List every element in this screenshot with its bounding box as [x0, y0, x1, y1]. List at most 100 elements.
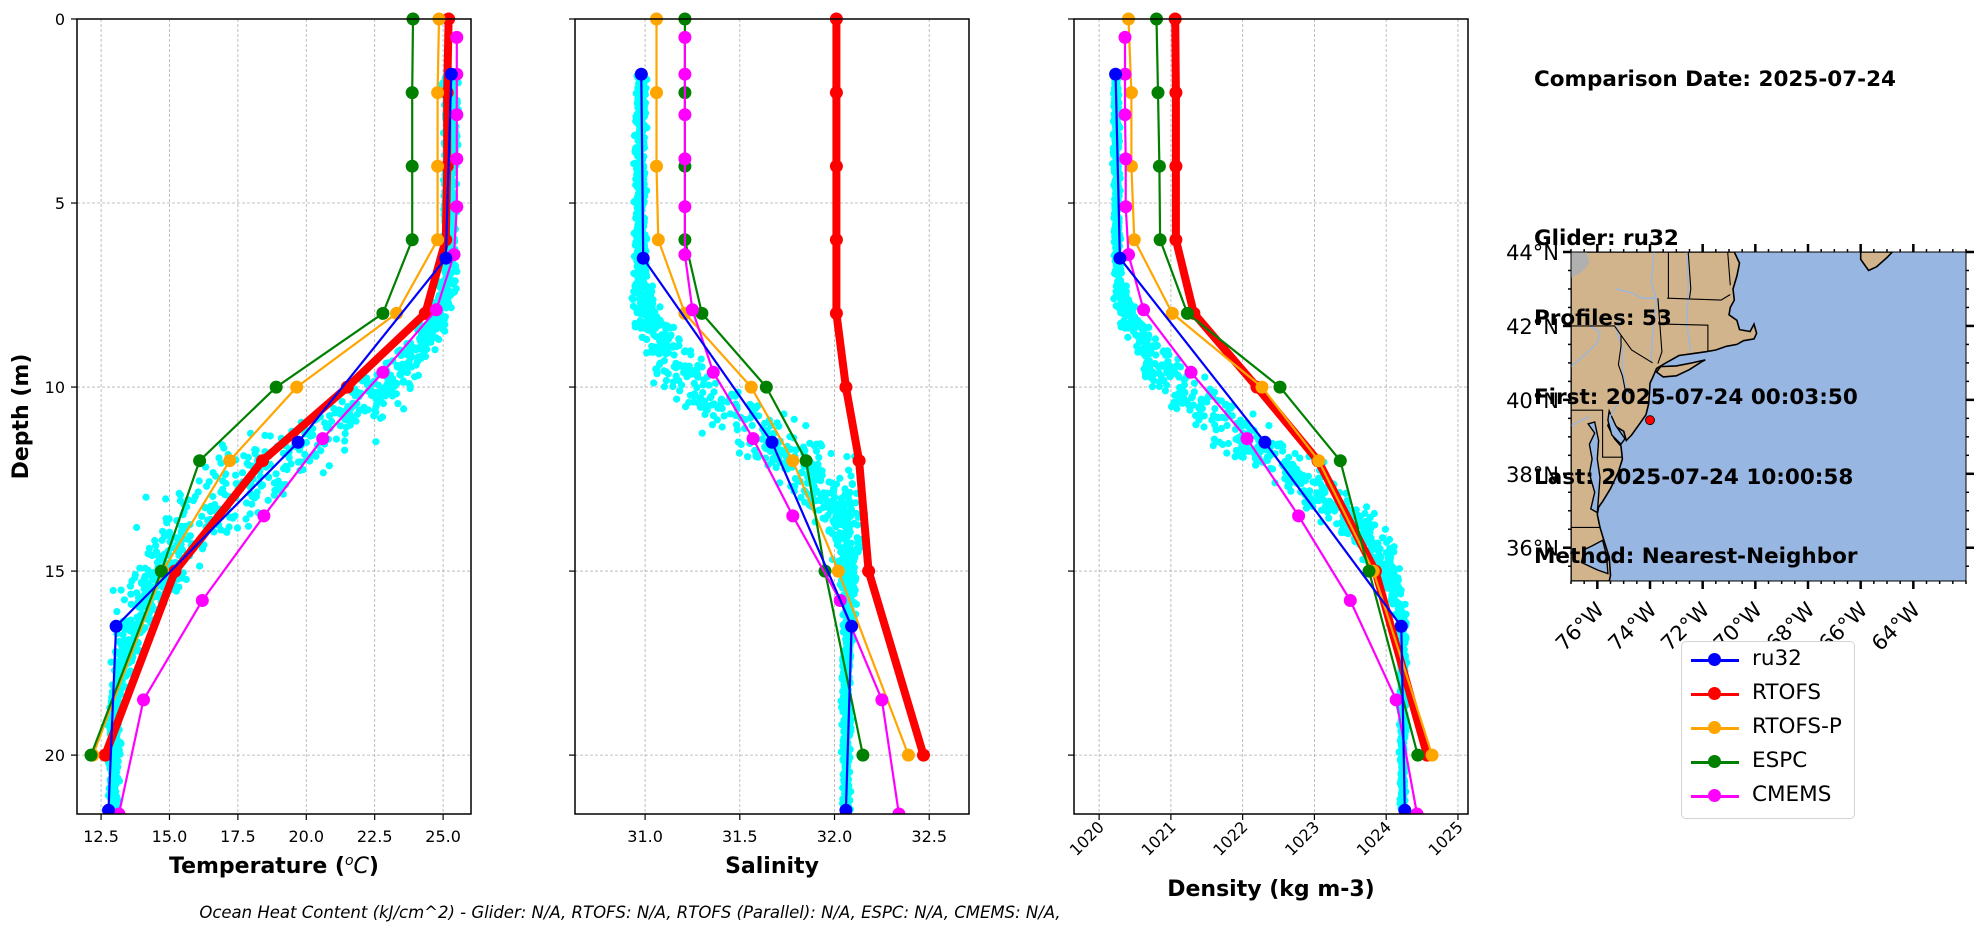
- glider-point: [120, 596, 128, 604]
- plot-area: [1109, 12, 1439, 814]
- glider-point: [136, 564, 144, 572]
- glider-point: [660, 383, 669, 391]
- glider-point: [162, 495, 170, 503]
- salinity-panel: 31.0 31.5 32.0 32.5 Salinity: [569, 12, 970, 879]
- glider-point: [272, 470, 280, 478]
- glider-point: [634, 270, 642, 278]
- glider-point: [676, 387, 684, 395]
- glider-point: [670, 323, 678, 331]
- glider-point: [847, 520, 855, 529]
- data-point: [256, 454, 269, 468]
- glider-point: [1133, 342, 1141, 350]
- glider-point: [1142, 360, 1150, 368]
- data-point: [431, 159, 445, 173]
- data-point: [678, 152, 692, 166]
- data-point: [1398, 803, 1412, 814]
- river: [1650, 252, 1658, 363]
- glider-point: [1200, 412, 1208, 420]
- x-tick-label: 31.5: [722, 827, 758, 846]
- glider-point: [270, 491, 278, 499]
- legend-label: ru32: [1752, 646, 1802, 671]
- glider-point: [1122, 295, 1130, 303]
- glider-point: [341, 430, 349, 438]
- glider-point: [648, 342, 656, 350]
- data-point: [1119, 200, 1133, 214]
- data-point: [1169, 159, 1183, 173]
- glider-point: [718, 423, 726, 431]
- glider-point: [1263, 456, 1271, 465]
- glider-point: [660, 367, 668, 375]
- legend: ru32 RTOFS RTOFS-P ESPC CMEMS: [1681, 641, 1855, 819]
- glider-point: [330, 404, 338, 413]
- data-point: [1118, 30, 1132, 44]
- data-point: [829, 159, 843, 173]
- glider-point: [217, 526, 225, 534]
- glider-point: [408, 363, 416, 371]
- glider-point: [443, 287, 451, 295]
- data-point: [1127, 233, 1141, 247]
- glider-point: [1293, 465, 1301, 473]
- x-tick-label: 17.5: [220, 827, 256, 846]
- glider-point: [383, 380, 391, 388]
- glider-point: [1249, 410, 1257, 418]
- lat-tick-label: 42°N: [1506, 315, 1559, 339]
- glider-point: [1119, 290, 1127, 298]
- glider-point: [411, 373, 419, 381]
- glider-point: [159, 527, 167, 535]
- glider-point: [825, 527, 833, 535]
- data-point: [829, 233, 843, 247]
- data-point: [376, 365, 390, 379]
- glider-point: [1397, 606, 1405, 614]
- glider-point: [182, 575, 190, 584]
- state-border: [1657, 298, 1663, 364]
- glider-point: [1166, 362, 1174, 370]
- river: [1571, 415, 1590, 427]
- glider-point: [799, 443, 808, 451]
- glider-point: [119, 631, 127, 639]
- glider-point: [838, 534, 846, 542]
- glider-point: [416, 353, 424, 361]
- glider-point: [257, 482, 265, 490]
- glider-point: [266, 432, 274, 440]
- glider-point: [675, 361, 684, 369]
- glider-point: [1224, 402, 1232, 410]
- glider-point: [341, 446, 349, 454]
- x-axis-title: Temperature (oC): [169, 853, 379, 879]
- glider-point: [1116, 277, 1124, 285]
- glider-point: [349, 416, 357, 424]
- glider-point: [852, 499, 860, 507]
- glider-point: [151, 536, 159, 545]
- glider-point: [389, 375, 397, 383]
- axes-frame: [574, 18, 970, 815]
- data-point: [1333, 454, 1347, 468]
- glider-point: [1165, 351, 1173, 359]
- glider-point: [1180, 381, 1188, 389]
- glider-point: [818, 442, 826, 450]
- glider-point: [198, 512, 206, 521]
- glider-point: [1279, 447, 1287, 455]
- data-point: [1152, 159, 1166, 173]
- legend-label: RTOFS-P: [1752, 714, 1842, 739]
- data-point: [765, 435, 779, 449]
- glider-point: [432, 334, 440, 342]
- glider-point: [425, 335, 433, 343]
- glider-point: [172, 587, 180, 595]
- glider-point: [434, 321, 442, 329]
- glider-point: [219, 485, 227, 493]
- chesapeake-bay: [1586, 421, 1601, 514]
- glider-point: [699, 389, 707, 397]
- glider-point: [656, 303, 664, 311]
- glider-point: [109, 792, 117, 800]
- glider-point: [748, 421, 756, 430]
- x-tick-label: 1025: [1425, 817, 1467, 859]
- glider-point: [242, 499, 251, 507]
- glider-point: [847, 472, 855, 480]
- data-point: [831, 564, 845, 578]
- glider-point: [638, 333, 646, 341]
- glider-point: [821, 494, 830, 502]
- data-point: [405, 86, 419, 100]
- glider-point: [1285, 462, 1293, 470]
- glider-point: [1223, 449, 1231, 457]
- glider-point: [1209, 442, 1217, 450]
- glider-point: [773, 419, 781, 427]
